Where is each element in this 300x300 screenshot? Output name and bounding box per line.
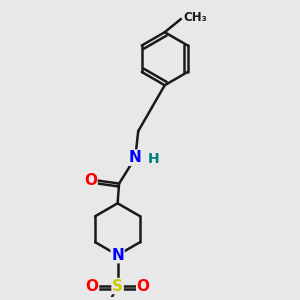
Text: N: N <box>129 150 142 165</box>
Text: N: N <box>111 248 124 262</box>
Text: O: O <box>137 278 150 293</box>
Text: O: O <box>85 278 98 293</box>
Text: CH₃: CH₃ <box>183 11 207 24</box>
Text: O: O <box>84 172 97 188</box>
Text: H: H <box>148 152 159 166</box>
Text: S: S <box>112 278 123 293</box>
